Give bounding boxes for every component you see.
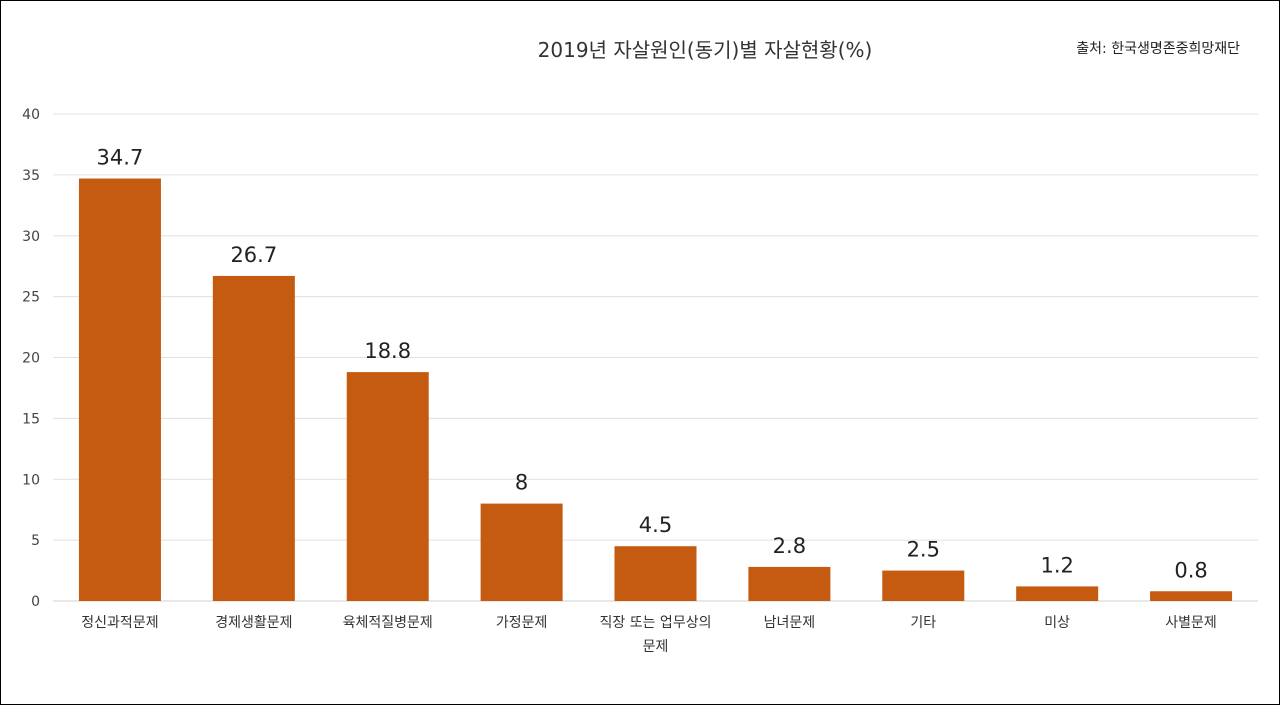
y-tick-label: 5 <box>31 533 40 549</box>
data-label: 2.5 <box>907 538 940 562</box>
data-label: 4.5 <box>639 513 672 537</box>
chart-title: 2019년 자살원인(동기)별 자살현황(%) <box>537 38 873 62</box>
data-label: 1.2 <box>1040 553 1073 577</box>
x-tick-label: 직장 또는 업무상의 <box>600 615 712 631</box>
bar <box>1016 586 1099 601</box>
bar <box>346 372 429 601</box>
y-tick-label: 0 <box>31 594 40 610</box>
y-tick-label: 25 <box>22 290 40 306</box>
bar <box>882 570 965 601</box>
bar <box>78 178 161 601</box>
data-label: 2.8 <box>773 534 806 558</box>
bar <box>1150 591 1233 601</box>
x-tick-label: 미상 <box>1044 615 1070 631</box>
bar <box>748 566 831 601</box>
x-tick-label: 가정문제 <box>496 615 548 631</box>
x-tick-label: 문제 <box>643 639 669 655</box>
x-tick-label: 남녀문제 <box>764 615 816 631</box>
data-label: 34.7 <box>97 146 144 170</box>
chart-source: 출처: 한국생명존중희망재단 <box>1076 41 1240 57</box>
data-label: 18.8 <box>364 339 411 363</box>
y-tick-label: 30 <box>22 229 40 245</box>
bar <box>212 275 295 601</box>
data-label: 8 <box>515 471 528 495</box>
bar <box>480 503 563 601</box>
data-label: 26.7 <box>230 243 277 267</box>
x-tick-label: 육체적질병문제 <box>343 615 433 631</box>
y-tick-label: 20 <box>22 351 40 367</box>
y-tick-label: 40 <box>22 107 40 123</box>
x-tick-label: 정신과적문제 <box>81 615 158 631</box>
y-tick-label: 10 <box>22 472 40 488</box>
bar <box>614 546 697 601</box>
x-tick-label: 경제생활문제 <box>215 615 292 631</box>
y-tick-label: 15 <box>22 411 40 427</box>
x-tick-label: 사별문제 <box>1165 615 1217 631</box>
x-tick-label: 기타 <box>910 615 936 631</box>
y-tick-label: 35 <box>22 168 40 184</box>
data-label: 0.8 <box>1174 558 1207 582</box>
